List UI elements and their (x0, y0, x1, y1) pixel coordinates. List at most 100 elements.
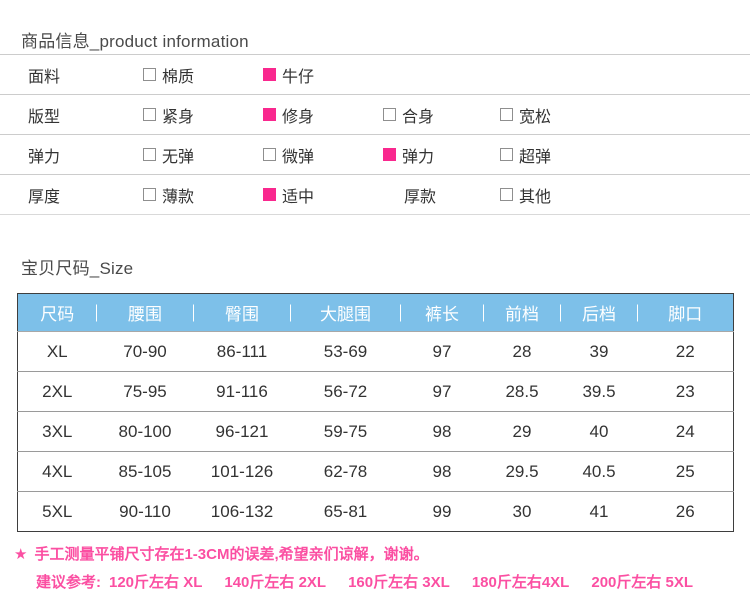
option-超弹[interactable]: 超弹 (500, 143, 551, 167)
size-cell: 90-110 (96, 491, 194, 532)
checkbox-unchecked-icon[interactable] (143, 188, 156, 201)
size-section-title: 宝贝尺码_Size (21, 259, 134, 278)
size-cell: 97 (432, 341, 452, 361)
option-label: 超弹 (519, 148, 552, 166)
size-cell: 75-95 (96, 371, 194, 412)
size-cell: 41 (560, 491, 638, 532)
option-其他[interactable]: 其他 (500, 183, 551, 207)
option-薄款[interactable]: 薄款 (143, 183, 194, 207)
size-cell: 28.5 (483, 371, 561, 412)
checkbox-checked-icon[interactable] (263, 108, 276, 121)
suggestion-label: 建议参考: (36, 574, 101, 591)
checkbox-unchecked-icon[interactable] (500, 108, 513, 121)
option-牛仔[interactable]: 牛仔 (263, 63, 314, 87)
info-row: 面料 棉质 牛仔 (0, 55, 750, 95)
size-table: 尺码 腰围 臀围 大腿围 裤长 前档 后档 脚口 XL 70-90 86-111 53-69 97 28… (17, 293, 734, 532)
size-cell: 25 (637, 451, 734, 492)
option-label: 合身 (402, 108, 435, 126)
size-cell: 24 (637, 411, 734, 452)
size-cell: 4XL (17, 451, 97, 492)
size-cell: 29.5 (483, 451, 561, 492)
info-row-label: 弹力 (28, 148, 61, 166)
option-适中[interactable]: 适中 (263, 183, 314, 207)
size-cell: 53-69 (323, 341, 368, 361)
option-弹力[interactable]: 弹力 (383, 143, 434, 167)
option-修身[interactable]: 修身 (263, 103, 314, 127)
suggestion-entry: 140斤左右 2XL (224, 574, 327, 591)
info-row: 版型 紧身 修身 合身 宽松 (0, 95, 750, 135)
option-厚款: 厚款 (383, 183, 436, 207)
size-table-header-row: 尺码 腰围 臀围 大腿围 裤长 前档 后档 脚口 (17, 293, 734, 332)
size-cell: 99 (400, 491, 484, 532)
size-cell: 86-111 (216, 341, 268, 361)
size-cell: 96-121 (193, 411, 291, 452)
checkbox-unchecked-icon[interactable] (500, 148, 513, 161)
option-无弹[interactable]: 无弹 (143, 143, 194, 167)
option-label: 棉质 (162, 68, 195, 86)
size-cell: 23 (637, 371, 734, 412)
size-cell: 59-75 (290, 411, 401, 452)
checkbox-unchecked-icon[interactable] (143, 68, 156, 81)
option-label: 其他 (519, 188, 552, 206)
size-table-header: 尺码 腰围 臀围 大腿围 裤长 前档 后档 脚口 (17, 293, 734, 332)
size-cell: 3XL (17, 411, 97, 452)
option-label: 宽松 (519, 108, 552, 126)
size-cell: 2XL (17, 371, 97, 412)
size-cell: 29 (483, 411, 561, 452)
column-header-脚口: 脚口 (637, 293, 734, 332)
suggestion-note: 建议参考: 120斤左右 XL 140斤左右 2XL 160斤左右 3XL 180斤左… (36, 571, 715, 592)
checkbox-checked-icon[interactable] (263, 188, 276, 201)
size-cell: 65-81 (290, 491, 401, 532)
size-cell: 101-126 (193, 451, 291, 492)
option-棉质[interactable]: 棉质 (143, 63, 194, 87)
measurement-note: ★ 手工测量平铺尺寸存在1-3CM的误差,希望亲们谅解，谢谢。 (14, 543, 429, 564)
column-header-尺码: 尺码 (17, 293, 97, 332)
option-label: 微弹 (282, 148, 315, 166)
option-合身[interactable]: 合身 (383, 103, 434, 127)
option-宽松[interactable]: 宽松 (500, 103, 551, 127)
checkbox-checked-icon[interactable] (263, 68, 276, 81)
size-table-body: XL 70-90 86-111 53-69 97 28 39 22 2XL 75-95 91-116… (17, 332, 734, 532)
suggestion-entry: 120斤左右 XL (109, 574, 203, 591)
size-cell: 26 (637, 491, 734, 532)
option-紧身[interactable]: 紧身 (143, 103, 194, 127)
checkbox-unchecked-icon[interactable] (500, 188, 513, 201)
size-cell: 70-90 (123, 341, 167, 361)
column-header-腰围: 腰围 (96, 293, 194, 332)
size-cell: 39 (589, 341, 609, 361)
size-cell: 40.5 (560, 451, 638, 492)
size-cell: 91-116 (193, 371, 291, 412)
size-row-4XL: 4XL 85-105 101-126 62-78 98 29.5 40.5 25 (17, 451, 734, 492)
column-header-臀围: 臀围 (193, 293, 291, 332)
option-label: 牛仔 (282, 68, 315, 86)
column-header-前档: 前档 (483, 293, 561, 332)
size-cell: 62-78 (290, 451, 401, 492)
suggestion-entry: 200斤左右 5XL (591, 574, 694, 591)
info-row-label: 版型 (28, 108, 61, 126)
size-cell: 5XL (17, 491, 97, 532)
option-label: 厚款 (404, 188, 437, 206)
checkbox-unchecked-icon[interactable] (143, 108, 156, 121)
checkbox-unchecked-icon[interactable] (143, 148, 156, 161)
option-label: 紧身 (162, 108, 195, 126)
size-cell: 98 (400, 451, 484, 492)
option-微弹[interactable]: 微弹 (263, 143, 314, 167)
option-label: 弹力 (402, 148, 435, 166)
size-cell: 40 (560, 411, 638, 452)
column-header-裤长: 裤长 (400, 293, 484, 332)
size-row-XL: XL 70-90 86-111 53-69 97 28 39 22 (18, 332, 734, 372)
size-cell: 80-100 (96, 411, 194, 452)
checkbox-checked-icon[interactable] (383, 148, 396, 161)
size-cell: 39.5 (560, 371, 638, 412)
option-label: 无弹 (162, 148, 195, 166)
size-cell: 28 (512, 341, 532, 361)
size-row-3XL: 3XL 80-100 96-121 59-75 98 29 40 24 (17, 411, 734, 452)
info-row: 厚度 薄款 适中 厚款 其他 (0, 175, 750, 215)
suggestion-entry: 160斤左右 3XL (348, 574, 450, 591)
size-cell: 22 (675, 341, 695, 361)
size-cell: 30 (483, 491, 561, 532)
checkbox-unchecked-icon[interactable] (383, 108, 396, 121)
checkbox-unchecked-icon[interactable] (263, 148, 276, 161)
size-row-5XL: 5XL 90-110 106-132 65-81 99 30 41 26 (17, 491, 734, 532)
